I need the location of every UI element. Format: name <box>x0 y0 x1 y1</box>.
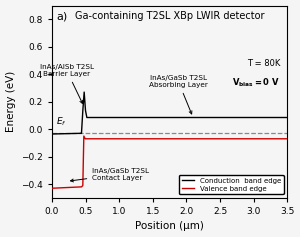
Text: T = 80K: T = 80K <box>247 59 280 68</box>
Text: InAs/GaSb T2SL
Contact Layer: InAs/GaSb T2SL Contact Layer <box>70 168 149 182</box>
Text: Ga-containing T2SL XBp LWIR detector: Ga-containing T2SL XBp LWIR detector <box>75 11 264 21</box>
Legend: Conduction  band edge, Valence band edge: Conduction band edge, Valence band edge <box>179 175 284 194</box>
Text: InAs/AlSb T2SL
Barrier Layer: InAs/AlSb T2SL Barrier Layer <box>40 64 94 103</box>
Text: $E_f$: $E_f$ <box>56 115 67 128</box>
Text: $\mathbf{V_{bias}}$$\mathbf{ = 0\ V}$: $\mathbf{V_{bias}}$$\mathbf{ = 0\ V}$ <box>232 77 280 89</box>
Text: InAs/GaSb T2SL
Absorbing Layer: InAs/GaSb T2SL Absorbing Layer <box>149 75 208 114</box>
X-axis label: Position (μm): Position (μm) <box>135 221 204 232</box>
Text: a): a) <box>57 11 68 21</box>
Y-axis label: Energy (eV): Energy (eV) <box>6 71 16 132</box>
